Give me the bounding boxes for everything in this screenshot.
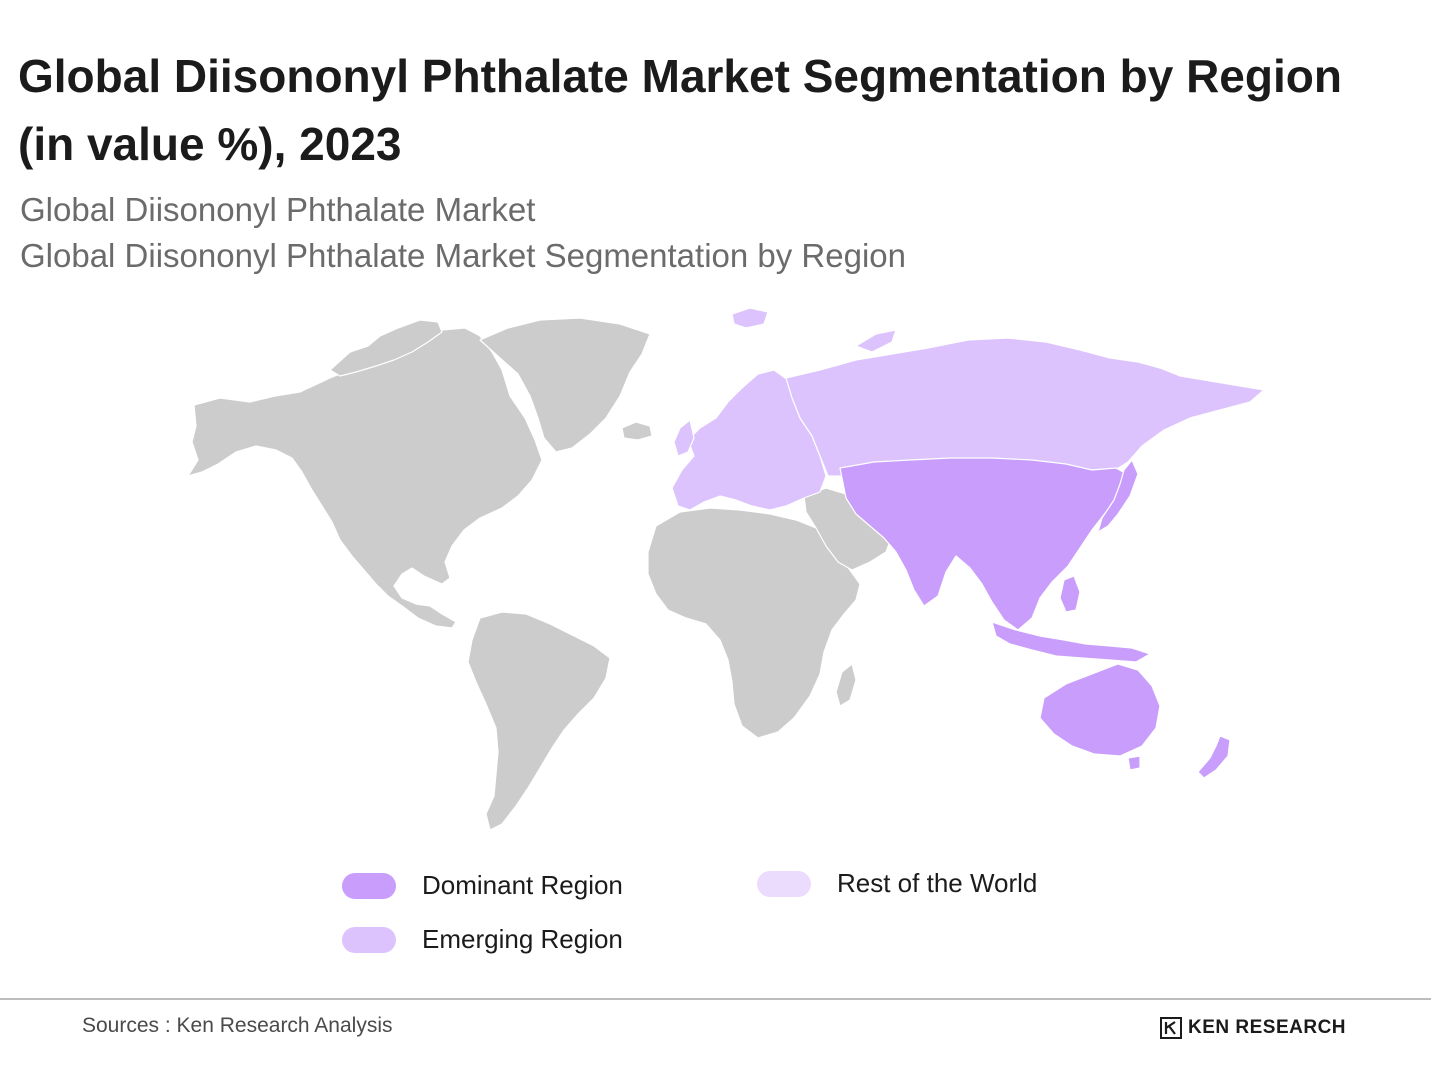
legend-swatch-dominant (342, 872, 396, 899)
subtitle-market: Global Diisononyl Phthalate Market (20, 191, 536, 228)
footer-divider (0, 998, 1431, 1000)
chart-title: Global Diisononyl Phthalate Market Segme… (18, 50, 1342, 170)
legend-swatch-rest (757, 870, 811, 897)
legend-item-dominant: Dominant Region (342, 870, 623, 901)
legend-label-emerging: Emerging Region (422, 924, 623, 954)
legend-swatch-emerging (342, 926, 396, 953)
source-note: Sources : Ken Research Analysis (82, 1014, 393, 1037)
japan (1097, 459, 1139, 533)
north-america (187, 327, 543, 629)
legend-item-emerging: Emerging Region (342, 924, 623, 955)
greenland (479, 317, 651, 453)
south-america (467, 611, 611, 831)
australia (1039, 663, 1161, 757)
ken-research-logo-icon (1160, 1017, 1182, 1039)
subtitle-segmentation: Global Diisononyl Phthalate Market Segme… (20, 237, 907, 274)
new-zealand (1197, 735, 1231, 779)
philippines (1059, 575, 1081, 613)
brand-logo: KEN RESEARCH (1160, 1016, 1346, 1040)
brand-name: KEN RESEARCH (1188, 1017, 1347, 1038)
legend-label-rest: Rest of the World (837, 868, 1038, 898)
russia (785, 337, 1265, 477)
africa (647, 507, 861, 739)
legend-item-rest: Rest of the World (757, 868, 1037, 899)
iceland (621, 421, 653, 441)
asia-pacific (839, 457, 1131, 631)
world-map (180, 300, 1280, 840)
tasmania (1127, 755, 1141, 771)
madagascar (835, 663, 857, 707)
legend-label-dominant: Dominant Region (422, 870, 623, 900)
svalbard (731, 307, 769, 329)
asian-arctic-islands (855, 329, 897, 353)
indonesia (991, 621, 1151, 663)
arctic-islands (329, 319, 443, 377)
british-isles (673, 419, 695, 457)
